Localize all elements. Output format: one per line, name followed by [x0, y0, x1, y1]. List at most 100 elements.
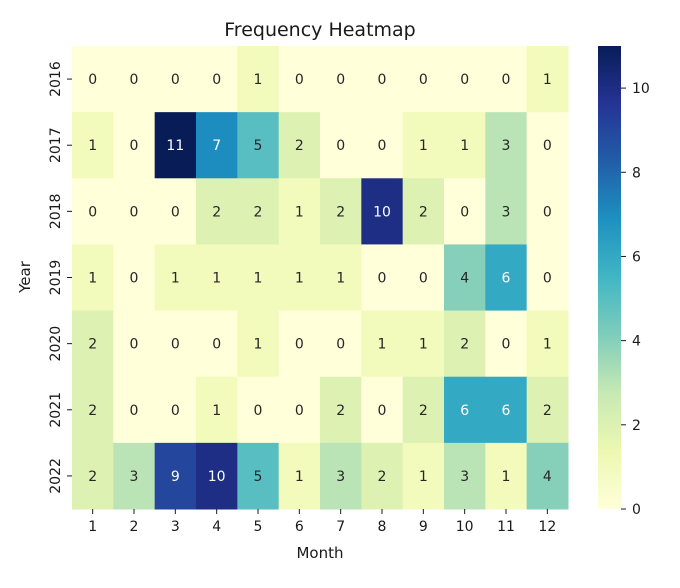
cell-value-label: 0 [295, 403, 304, 419]
heatmap-cell [402, 310, 445, 378]
heatmap-cell [154, 112, 197, 179]
cell-value-label: 0 [336, 72, 345, 88]
heatmap-cell [444, 376, 486, 444]
heatmap-cell [196, 310, 238, 378]
heatmap-cell [320, 112, 362, 179]
x-tick-label: 3 [171, 519, 180, 535]
cell-value-label: 1 [502, 469, 511, 485]
cell-value-label: 1 [171, 271, 180, 287]
heatmap-cell [237, 178, 280, 245]
heatmap-cell [402, 46, 445, 113]
cell-value-label: 0 [130, 403, 139, 419]
cell-value-label: 0 [543, 271, 552, 287]
y-axis: 2016 2017 2018 2019 2020 2021 2022 [48, 61, 72, 494]
heatmap-cell [402, 112, 445, 179]
heatmap-cell [237, 310, 280, 378]
cell-value-label: 0 [130, 204, 139, 220]
heatmap-cell [72, 244, 114, 312]
cell-value-label: 2 [88, 469, 97, 485]
heatmap-cell [196, 376, 238, 444]
cell-value-label: 1 [254, 337, 263, 353]
heatmap-cell [72, 310, 114, 378]
heatmap-cell [526, 178, 569, 245]
heatmap-cell-labels: 0 0 0 0 1 0 0 0 0 0 0 11 0 11 7 5 2 0 0 1 1 3 00 0 0 2 2 1 2 10 2 0 3 01 0… [88, 72, 552, 485]
colorbar-tick-label: 6 [632, 249, 641, 265]
cell-value-label: 2 [336, 403, 345, 419]
heatmap-cell [72, 178, 114, 245]
heatmap-cell [237, 112, 280, 179]
cell-value-label: 3 [502, 138, 511, 154]
cell-value-label: 1 [88, 271, 97, 287]
heatmap-cell [485, 244, 528, 312]
cell-value-label: 0 [378, 72, 387, 88]
cell-value-label: 0 [419, 72, 428, 88]
heatmap-cell [444, 442, 486, 510]
heatmap-cell [196, 178, 238, 245]
heatmap-cell [361, 376, 404, 444]
heatmap-cell [320, 244, 362, 312]
x-tick-label: 1 [88, 519, 97, 535]
heatmap-cell [320, 310, 362, 378]
heatmap-cell [485, 112, 528, 179]
heatmap-cell [526, 376, 569, 444]
cell-value-label: 0 [130, 337, 139, 353]
cell-value-label: 1 [543, 72, 552, 88]
heatmap-cell [485, 376, 528, 444]
cell-value-label: 1 [543, 337, 552, 353]
x-axis: 1 2 3 4 5 6 7 8 9 10 11 12 [88, 509, 556, 535]
cell-value-label: 2 [212, 204, 221, 220]
cell-value-label: 10 [373, 204, 391, 220]
cell-value-label: 0 [378, 138, 387, 154]
colorbar-tick-label: 8 [632, 165, 641, 181]
heatmap-cell [361, 310, 404, 378]
heatmap-cell [113, 442, 156, 510]
cell-value-label: 1 [295, 271, 304, 287]
heatmap-cell [402, 178, 445, 245]
heatmap-cell [526, 46, 569, 113]
heatmap-cell [485, 46, 528, 113]
cell-value-label: 0 [336, 138, 345, 154]
x-tick-label: 10 [456, 519, 474, 535]
heatmap-cell [278, 178, 321, 245]
cell-value-label: 1 [419, 138, 428, 154]
heatmap-cell [154, 46, 197, 113]
cell-value-label: 2 [336, 204, 345, 220]
heatmap-cell [154, 310, 197, 378]
x-tick-label: 6 [295, 519, 304, 535]
heatmap-cell [196, 112, 238, 179]
heatmap-cell [361, 112, 404, 179]
colorbar [598, 46, 621, 509]
y-tick-label: 2021 [48, 392, 64, 428]
colorbar-ticks: 0 2 4 6 8 10 [621, 81, 650, 518]
y-axis-label: Year [16, 260, 34, 294]
y-tick-label: 2018 [48, 194, 64, 230]
heatmap-cell [402, 376, 445, 444]
cell-value-label: 0 [130, 271, 139, 287]
heatmap-cell [237, 244, 280, 312]
heatmap-cell [278, 46, 321, 113]
heatmap-cell [113, 310, 156, 378]
heatmap-cell [320, 376, 362, 444]
cell-value-label: 0 [88, 204, 97, 220]
cell-value-label: 1 [212, 271, 221, 287]
cell-value-label: 0 [171, 204, 180, 220]
cell-value-label: 1 [336, 271, 345, 287]
heatmap-cell [444, 112, 486, 179]
heatmap-cell [485, 178, 528, 245]
heatmap-cell [402, 244, 445, 312]
heatmap-cell [237, 376, 280, 444]
heatmap-cell [526, 442, 569, 510]
x-tick-label: 9 [419, 519, 428, 535]
heatmap-cell [278, 112, 321, 179]
cell-value-label: 0 [171, 403, 180, 419]
cell-value-label: 1 [419, 469, 428, 485]
heatmap-cell [196, 46, 238, 113]
cell-value-label: 0 [543, 138, 552, 154]
heatmap-cell [72, 46, 114, 113]
heatmap-cell [361, 442, 404, 510]
heatmap-cell [154, 376, 197, 444]
cell-value-label: 0 [378, 403, 387, 419]
cell-value-label: 0 [419, 271, 428, 287]
cell-value-label: 1 [378, 337, 387, 353]
cell-value-label: 0 [254, 403, 263, 419]
